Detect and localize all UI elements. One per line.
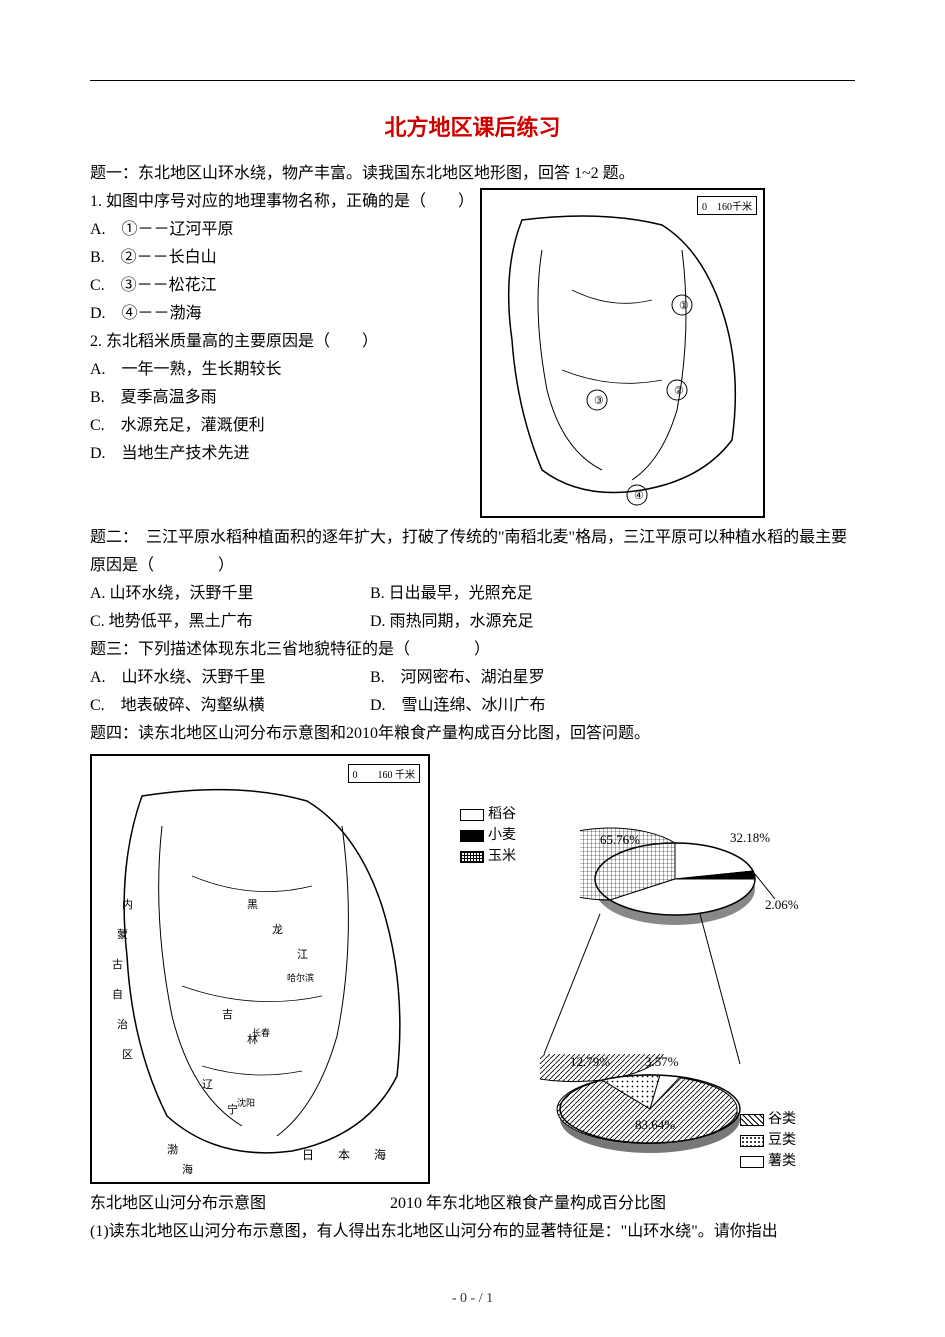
pie-top-legend: 稻谷 小麦 玉米 (460, 804, 516, 867)
q1-map-scale: 0 160千米 (697, 196, 757, 215)
q1-2-opt-b: B. 夏季高温多雨 (90, 384, 470, 412)
map-label: 龙 (272, 921, 283, 937)
q1-1-opt-c: C. ③－－松花江 (90, 272, 470, 300)
page-top-rule (90, 80, 855, 81)
q1-1-opt-d: D. ④－－渤海 (90, 300, 470, 328)
q1-part2: 2. 东北稻米质量高的主要原因是（ ） (90, 328, 470, 356)
q2-opt-a: A. 山环水绕，沃野千里 (90, 580, 370, 608)
legend-label: 小麦 (488, 825, 516, 846)
map-label: 长春 (252, 1026, 270, 1039)
map-label: 哈尔滨 (287, 971, 314, 984)
map-label: 江 (297, 946, 308, 962)
pie-label: 12.79% (570, 1054, 610, 1069)
q2-intro: 题二： 三江平原水稻种植面积的逐年扩大，打破了传统的"南稻北麦"格局，三江平原可… (90, 524, 855, 580)
page-footer: - 0 - / 1 (0, 1291, 945, 1307)
q1-2-opt-d: D. 当地生产技术先进 (90, 440, 470, 468)
q4-captions: 东北地区山河分布示意图 2010 年东北地区粮食产量构成百分比图 (90, 1190, 855, 1218)
document-body: 北方地区课后练习 题一：东北地区山环水绕，物产丰富。读我国东北地区地形图，回答 … (90, 60, 855, 1246)
map-label: 沈阳 (237, 1096, 255, 1109)
map-label: 辽 (202, 1076, 213, 1092)
q2-opt-d: D. 雨热同期，水源充足 (370, 608, 534, 636)
map-label: 海 (182, 1161, 193, 1177)
map-label: 治 (117, 1016, 128, 1032)
q3-opt-c: C. 地表破碎、沟壑纵横 (90, 692, 370, 720)
q4-map-scale: 0 160 千米 (348, 764, 421, 783)
legend-label: 稻谷 (488, 804, 516, 825)
pie-connector (510, 904, 790, 1074)
q2-opt-b: B. 日出最早，光照充足 (370, 580, 533, 608)
q1-map: 0 160千米 ① ② ③ ④ (480, 188, 765, 518)
q3-intro: 题三：下列描述体现东北三省地貌特征的是（ ） (90, 636, 855, 664)
map-label: 自 (112, 986, 123, 1002)
map-label: 黑 (247, 896, 258, 912)
q3-opt-d: D. 雪山连绵、冰川广布 (370, 692, 546, 720)
q4-caption-1: 东北地区山河分布示意图 (90, 1190, 390, 1218)
svg-text:②: ② (674, 385, 684, 397)
legend-label: 豆类 (768, 1130, 796, 1151)
q1-1-opt-b: B. ②－－长白山 (90, 244, 470, 272)
map-label: 渤 (167, 1141, 178, 1157)
q4-intro: 题四：读东北地区山河分布示意图和2010年粮食产量构成百分比图，回答问题。 (90, 720, 855, 748)
q1-part1: 1. 如图中序号对应的地理事物名称，正确的是（ ） (90, 188, 470, 216)
q3-opt-b: B. 河网密布、湖泊星罗 (370, 664, 545, 692)
q4-charts: 稻谷 小麦 玉米 (450, 754, 820, 1184)
question-4: 题四：读东北地区山河分布示意图和2010年粮食产量构成百分比图，回答问题。 0 … (90, 720, 855, 1246)
map-label: 吉 (222, 1006, 233, 1022)
legend-label: 玉米 (488, 846, 516, 867)
q1-2-opt-c: C. 水源充足，灌溉便利 (90, 412, 470, 440)
pie-label: 83.64% (635, 1117, 675, 1132)
map-label: 蒙 (117, 926, 128, 942)
q1-map-svg: ① ② ③ ④ (482, 190, 767, 520)
map-label: 日 本 海 (302, 1146, 392, 1163)
pie-label: 3.57% (645, 1054, 679, 1069)
question-1: 题一：东北地区山环水绕，物产丰富。读我国东北地区地形图，回答 1~2 题。 1.… (90, 160, 855, 524)
q4-map: 0 160 千米 内 蒙 古 自 治 区 黑 龙 江 吉 (90, 754, 430, 1184)
q3-opt-a: A. 山环水绕、沃野千里 (90, 664, 370, 692)
q1-intro: 题一：东北地区山环水绕，物产丰富。读我国东北地区地形图，回答 1~2 题。 (90, 160, 855, 188)
question-2: 题二： 三江平原水稻种植面积的逐年扩大，打破了传统的"南稻北麦"格局，三江平原可… (90, 524, 855, 636)
page-title: 北方地区课后练习 (90, 110, 855, 142)
q1-1-opt-a: A. ①－－辽河平原 (90, 216, 470, 244)
q1-2-opt-a: A. 一年一熟，生长期较长 (90, 356, 470, 384)
q1-options-left: 1. 如图中序号对应的地理事物名称，正确的是（ ） A. ①－－辽河平原 B. … (90, 188, 470, 524)
q2-opt-c: C. 地势低平，黑土广布 (90, 608, 370, 636)
map-label: 内 (122, 896, 133, 912)
pie-bottom-legend: 谷类 豆类 薯类 (740, 1109, 796, 1172)
pie-label: 32.18% (730, 830, 770, 845)
svg-text:③: ③ (594, 395, 604, 407)
q4-map-svg (92, 756, 432, 1186)
svg-text:④: ④ (634, 490, 644, 502)
pie-label: 65.76% (600, 832, 640, 847)
legend-label: 谷类 (768, 1109, 796, 1130)
q4-sub1: (1)读东北地区山河分布示意图，有人得出东北地区山河分布的显著特征是："山环水绕… (90, 1218, 855, 1246)
legend-label: 薯类 (768, 1151, 796, 1172)
q4-caption-2: 2010 年东北地区粮食产量构成百分比图 (390, 1190, 666, 1218)
map-label: 古 (112, 956, 123, 972)
question-3: 题三：下列描述体现东北三省地貌特征的是（ ） A. 山环水绕、沃野千里 B. 河… (90, 636, 855, 720)
svg-text:①: ① (679, 300, 689, 312)
map-label: 区 (122, 1046, 133, 1062)
